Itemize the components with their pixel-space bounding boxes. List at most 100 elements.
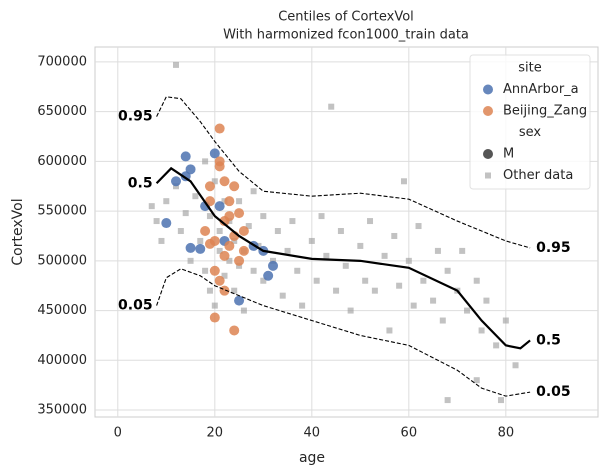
data-point — [238, 245, 249, 256]
data-point — [224, 240, 235, 251]
data-point — [328, 103, 335, 110]
centile-label: 0.5 — [536, 332, 561, 348]
data-point — [323, 252, 330, 259]
data-point — [473, 277, 480, 284]
data-point — [512, 362, 519, 369]
data-point — [464, 307, 471, 314]
data-point — [148, 203, 155, 210]
data-point — [284, 247, 291, 254]
data-point — [202, 158, 209, 165]
data-point — [234, 295, 245, 306]
data-point — [497, 397, 504, 404]
data-point — [206, 287, 213, 294]
data-point — [202, 267, 209, 274]
data-point — [357, 242, 364, 249]
data-point — [229, 325, 240, 336]
legend-label: M — [503, 147, 514, 162]
data-point — [161, 218, 172, 229]
data-point — [197, 237, 204, 244]
legend-label: Beijing_Zang — [503, 104, 587, 119]
data-point — [386, 327, 393, 334]
data-point — [459, 247, 466, 254]
data-point — [211, 302, 218, 309]
centile-line — [155, 166, 531, 350]
data-point — [250, 188, 257, 195]
data-point — [337, 228, 344, 235]
series — [148, 61, 519, 404]
data-point — [158, 237, 165, 244]
data-point — [502, 317, 509, 324]
x-axis-label: age — [299, 450, 325, 466]
chart-title: Centiles of CortexVol — [278, 10, 414, 25]
data-point — [444, 397, 451, 404]
data-point — [224, 211, 235, 222]
legend-marker — [483, 149, 493, 159]
data-point — [415, 223, 422, 230]
data-point — [214, 201, 225, 212]
data-point — [240, 307, 247, 314]
data-point — [234, 255, 245, 266]
y-tick-label: 450000 — [37, 303, 87, 318]
data-point — [279, 292, 286, 299]
data-point — [153, 218, 160, 225]
data-point — [214, 156, 225, 167]
data-point — [289, 218, 296, 225]
data-point — [308, 237, 315, 244]
data-point — [342, 262, 349, 269]
data-point — [245, 223, 252, 230]
data-point — [493, 342, 500, 349]
y-tick-label: 500000 — [37, 253, 87, 268]
data-point — [209, 148, 220, 159]
data-point — [263, 270, 274, 281]
data-point — [219, 176, 230, 187]
y-tick-label: 550000 — [37, 204, 87, 219]
data-point — [299, 302, 306, 309]
y-tick-label: 600000 — [37, 154, 87, 169]
data-point — [182, 210, 189, 217]
data-point — [180, 151, 191, 162]
data-point — [192, 193, 199, 200]
data-point — [250, 267, 257, 274]
data-point — [216, 228, 223, 235]
data-point — [444, 267, 451, 274]
x-tick-label: 0 — [114, 426, 122, 441]
data-point — [483, 297, 490, 304]
centile-label: 0.05 — [118, 298, 153, 314]
x-tick-label: 60 — [401, 426, 418, 441]
data-point — [209, 265, 220, 276]
data-point — [204, 181, 215, 192]
data-point — [231, 287, 238, 294]
centile-line — [156, 268, 531, 397]
data-point — [430, 297, 437, 304]
data-point — [371, 287, 378, 294]
data-point — [294, 267, 301, 274]
data-point — [347, 307, 354, 314]
x-tick-label: 80 — [498, 426, 515, 441]
data-point — [400, 178, 407, 185]
data-point — [214, 275, 225, 286]
data-point — [410, 302, 417, 309]
data-point — [333, 287, 340, 294]
data-point — [318, 213, 325, 220]
data-point — [434, 247, 441, 254]
data-point — [214, 123, 225, 134]
data-point — [381, 252, 388, 259]
data-point — [219, 250, 230, 261]
data-point — [478, 327, 485, 334]
x-tick-label: 20 — [207, 426, 224, 441]
data-point — [224, 196, 235, 207]
data-point — [473, 377, 480, 384]
centile-label: 0.5 — [128, 175, 153, 191]
data-point — [185, 164, 196, 175]
data-point — [187, 257, 194, 264]
data-point — [362, 277, 369, 284]
data-point — [274, 228, 281, 235]
centile-line — [156, 96, 531, 249]
data-point — [391, 232, 398, 239]
data-point — [439, 317, 446, 324]
legend-marker — [483, 84, 493, 95]
data-point — [420, 277, 427, 284]
data-point — [229, 181, 240, 192]
